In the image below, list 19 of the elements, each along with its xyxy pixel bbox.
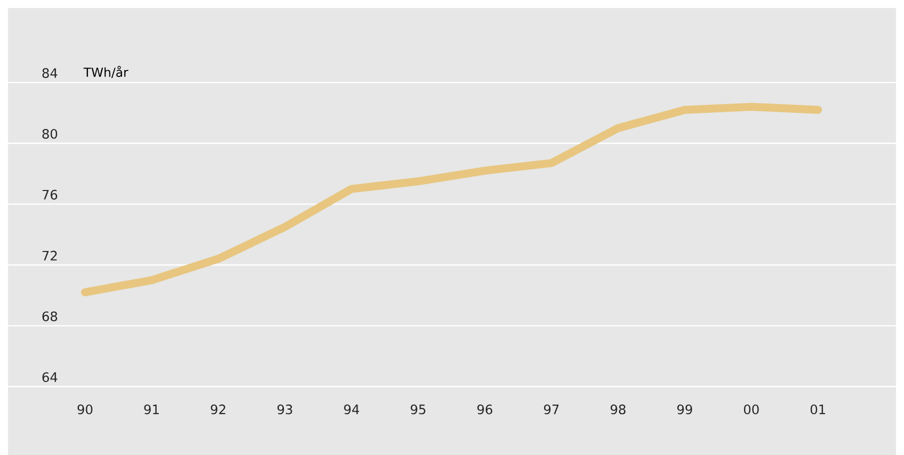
y-tick-label: 68 bbox=[42, 311, 58, 322]
x-tick-label: 97 bbox=[544, 404, 559, 414]
x-tick-label: 94 bbox=[344, 404, 360, 414]
y-axis-title: TWh/år bbox=[84, 66, 128, 78]
y-tick-label: 64 bbox=[42, 372, 58, 382]
x-tick-label: 92 bbox=[210, 404, 226, 414]
y-tick-label: 76 bbox=[42, 190, 58, 200]
x-tick-label: 96 bbox=[477, 404, 492, 414]
x-tick-label: 98 bbox=[610, 404, 626, 414]
x-tick-label: 00 bbox=[744, 404, 759, 414]
x-tick-label: 90 bbox=[78, 404, 92, 414]
x-tick-label: 99 bbox=[677, 404, 692, 414]
y-tick-label: 80 bbox=[42, 128, 58, 139]
x-tick-label: 93 bbox=[277, 404, 292, 414]
x-tick-label: 01 bbox=[810, 404, 826, 414]
y-tick-label: 72 bbox=[42, 250, 57, 260]
x-tick-label: 95 bbox=[410, 404, 426, 414]
y-tick-label: 84 bbox=[42, 68, 58, 78]
x-tick-label: 91 bbox=[144, 404, 159, 414]
